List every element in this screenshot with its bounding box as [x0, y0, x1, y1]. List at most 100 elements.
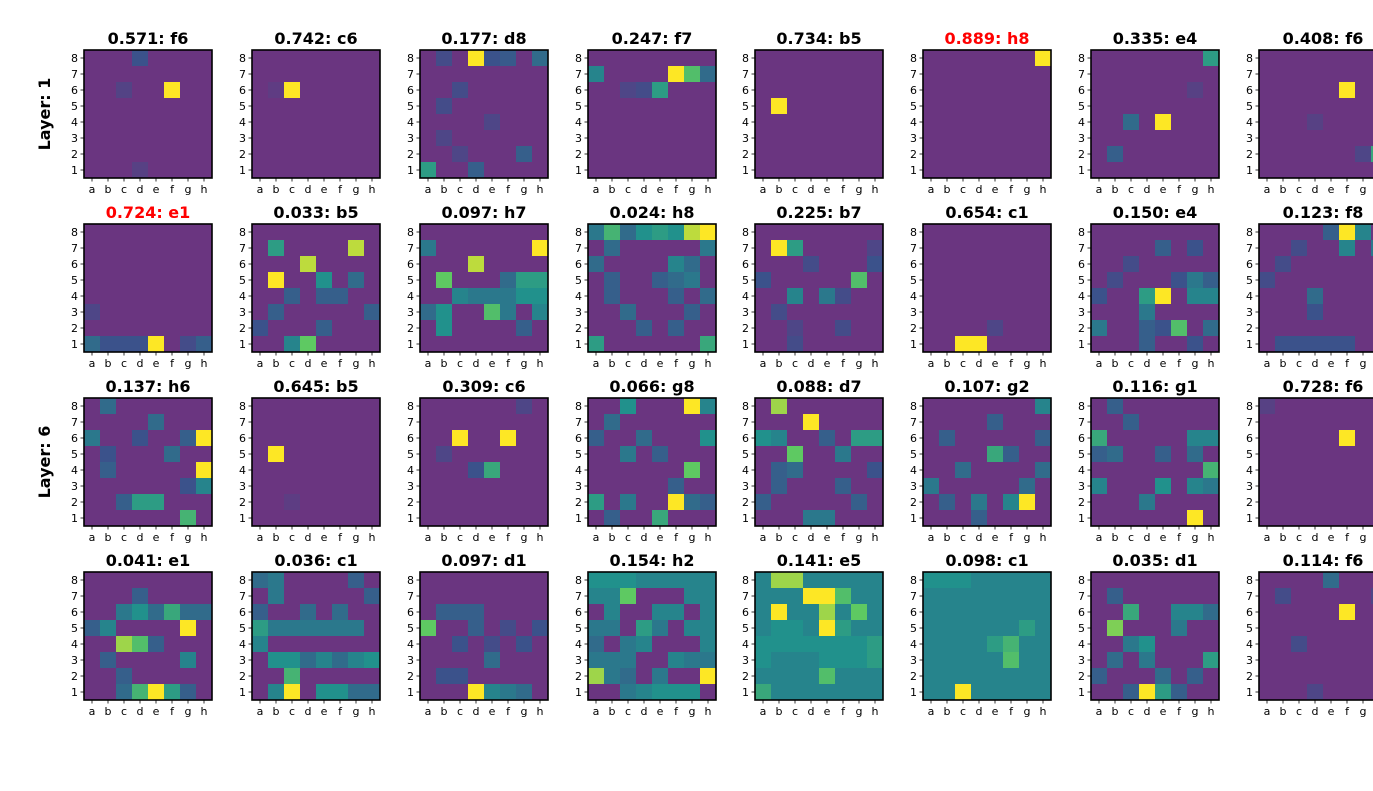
heatmap-cell: [771, 446, 787, 462]
heatmap-cell: [1323, 82, 1339, 98]
heatmap-cell: [604, 98, 620, 114]
heatmap-cell: [700, 652, 716, 668]
y-tick-label: 7: [1078, 242, 1085, 255]
heatmap-cell: [620, 66, 636, 82]
y-tick-label: 5: [407, 448, 414, 461]
heatmap-cell: [819, 66, 835, 82]
heatmap-cell: [164, 636, 180, 652]
heatmap-cell: [500, 224, 516, 240]
heatmap-cell: [1355, 684, 1371, 700]
heatmap-cell: [1323, 130, 1339, 146]
heatmap-cell: [1091, 478, 1107, 494]
heatmap-cell: [803, 478, 819, 494]
heatmap-cell: [1371, 162, 1373, 178]
heatmap-cell: [1259, 224, 1275, 240]
heatmap-cell: [851, 114, 867, 130]
heatmap-cell: [923, 66, 939, 82]
y-tick-label: 7: [239, 68, 246, 81]
heatmap-cell: [971, 398, 987, 414]
heatmap-cell: [1275, 398, 1291, 414]
heatmap-cell: [851, 478, 867, 494]
heatmap-cell: [652, 224, 668, 240]
y-tick-label: 8: [239, 226, 246, 239]
heatmap-cell: [1203, 588, 1219, 604]
y-tick-label: 6: [71, 84, 78, 97]
heatmap-cell: [588, 82, 604, 98]
y-tick-label: 7: [575, 590, 582, 603]
heatmap-cell: [348, 304, 364, 320]
panel-title: 0.033: b5: [273, 203, 358, 222]
heatmap-cell: [364, 604, 380, 620]
heatmap-cell: [620, 668, 636, 684]
heatmap-cell: [1019, 50, 1035, 66]
row-label: Layer: 6: [35, 426, 54, 499]
heatmap-cell: [300, 98, 316, 114]
heatmap-cell: [987, 588, 1003, 604]
heatmap-cell: [84, 98, 100, 114]
heatmap-cell: [284, 398, 300, 414]
heatmap-cell: [700, 224, 716, 240]
y-tick-label: 4: [1078, 638, 1085, 651]
heatmap-cell: [164, 684, 180, 700]
y-tick-label: 7: [910, 416, 917, 429]
heatmap-cell: [1355, 588, 1371, 604]
heatmap-cell: [755, 98, 771, 114]
heatmap-cell: [1107, 240, 1123, 256]
heatmap-cell: [468, 478, 484, 494]
heatmap-cell: [700, 636, 716, 652]
heatmap-cell: [252, 256, 268, 272]
heatmap-cell: [1003, 572, 1019, 588]
heatmap-cell: [500, 652, 516, 668]
heatmap-cell: [364, 620, 380, 636]
heatmap-cell: [164, 414, 180, 430]
heatmap-cell: [955, 668, 971, 684]
x-tick-label: d: [137, 357, 144, 370]
heatmap-cell: [604, 588, 620, 604]
heatmap-cell: [1123, 636, 1139, 652]
heatmap-cell: [684, 82, 700, 98]
heatmap-cell: [851, 256, 867, 272]
heatmap-cell: [604, 510, 620, 526]
heatmap-cell: [987, 224, 1003, 240]
y-tick-label: 8: [239, 574, 246, 587]
heatmap-cell: [452, 572, 468, 588]
heatmap-cell: [532, 430, 548, 446]
y-tick-label: 7: [742, 590, 749, 603]
heatmap-cell: [268, 114, 284, 130]
x-tick-label: a: [760, 705, 767, 718]
heatmap-cell: [1355, 620, 1371, 636]
heatmap-cell: [1323, 304, 1339, 320]
heatmap-cell: [300, 620, 316, 636]
heatmap-cell: [452, 304, 468, 320]
heatmap-cell: [971, 98, 987, 114]
heatmap-cell: [1339, 494, 1355, 510]
x-tick-label: d: [1144, 705, 1151, 718]
heatmap-cell: [1155, 668, 1171, 684]
heatmap-cell: [1003, 114, 1019, 130]
y-tick-label: 3: [407, 132, 414, 145]
x-tick-label: c: [792, 531, 798, 544]
heatmap-cell: [652, 668, 668, 684]
heatmap-cell: [668, 620, 684, 636]
heatmap-cell: [1091, 130, 1107, 146]
heatmap-cell: [604, 114, 620, 130]
heatmap-cell: [1091, 98, 1107, 114]
heatmap-cell: [532, 66, 548, 82]
heatmap-cell: [1275, 288, 1291, 304]
x-tick-label: c: [625, 183, 631, 196]
y-tick-label: 4: [910, 116, 917, 129]
heatmap-cell: [148, 288, 164, 304]
heatmap-cell: [84, 652, 100, 668]
heatmap-cell: [819, 304, 835, 320]
heatmap-cell: [1091, 414, 1107, 430]
y-tick-label: 3: [1078, 480, 1085, 493]
heatmap-cell: [1259, 272, 1275, 288]
heatmap-cell: [684, 510, 700, 526]
panel-frame: [251, 223, 381, 353]
heatmap-cell: [1355, 604, 1371, 620]
x-tick-label: e: [321, 705, 328, 718]
heatmap-cell: [755, 398, 771, 414]
y-tick-label: 7: [1078, 590, 1085, 603]
heatmap-cell: [468, 414, 484, 430]
heatmap-cell: [516, 430, 532, 446]
